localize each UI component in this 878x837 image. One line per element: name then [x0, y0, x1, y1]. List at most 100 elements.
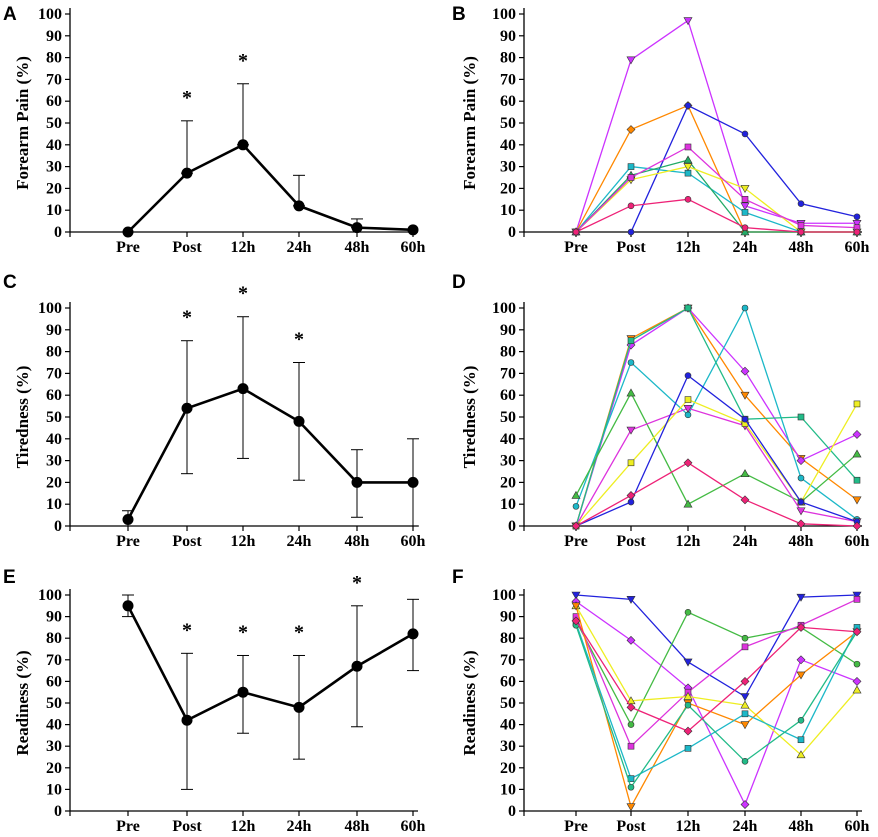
- y-tick-label: 90: [46, 609, 62, 626]
- series-line: [575, 620, 858, 732]
- y-tick-label: 80: [46, 50, 62, 67]
- x-tick-label: 24h: [733, 239, 758, 256]
- y-tick-label: 60: [500, 387, 516, 404]
- mean-point: [407, 224, 419, 236]
- y-tick-label: 20: [500, 760, 516, 777]
- y-tick-label: 100: [492, 300, 516, 317]
- series-point: [684, 304, 692, 312]
- series-line: [575, 19, 857, 233]
- series-point: [740, 391, 750, 400]
- series-point: [627, 459, 635, 467]
- y-tick-label: 70: [46, 71, 62, 88]
- x-tick-label: 48h: [345, 818, 370, 835]
- y-tick-label: 0: [54, 224, 62, 241]
- x-tick-label: 12h: [231, 239, 256, 256]
- y-tick-label: 90: [500, 609, 516, 626]
- series-point: [626, 702, 636, 712]
- y-axis-label: Forearm Pain (%): [13, 56, 32, 190]
- series-point: [797, 200, 805, 207]
- y-tick-label: 20: [46, 474, 62, 491]
- significance-star: *: [238, 50, 248, 72]
- series-point: [740, 227, 750, 236]
- mean-point: [351, 476, 363, 488]
- series-point: [626, 56, 636, 65]
- series-line: [575, 598, 858, 748]
- y-tick-label: 70: [500, 365, 516, 382]
- series-s5: [571, 388, 862, 508]
- series-line: [575, 605, 858, 809]
- x-tick-label: 60h: [845, 239, 870, 256]
- x-tick-label: 48h: [345, 239, 370, 256]
- series-s4: [572, 596, 861, 750]
- series-point: [853, 596, 861, 603]
- series-line: [575, 625, 858, 789]
- significance-star: *: [182, 619, 192, 641]
- y-tick-label: 30: [500, 738, 516, 755]
- x-tick-label: 48h: [789, 818, 814, 835]
- series-s8: [572, 372, 861, 530]
- series-point: [684, 745, 692, 752]
- panel-b: B Forearm Pain (%) 0 10 20 30 40 50 60 70 80 90 100 P…: [452, 4, 870, 256]
- series-point: [852, 591, 862, 600]
- x-tick-label: 12h: [231, 533, 256, 550]
- series-point: [571, 490, 581, 499]
- series-point: [627, 174, 635, 181]
- series-point: [797, 716, 805, 724]
- series-point: [796, 593, 806, 602]
- series-point: [741, 634, 749, 642]
- mean-point: [351, 660, 363, 672]
- series-point: [683, 691, 693, 700]
- y-tick-label: 40: [500, 431, 516, 448]
- y-tick-label: 90: [46, 28, 62, 45]
- series-line: [575, 159, 857, 233]
- series-point: [797, 413, 805, 421]
- mean-point: [293, 200, 305, 212]
- series-point: [684, 143, 692, 151]
- series-line: [575, 165, 857, 233]
- y-tick-label: 20: [500, 474, 516, 491]
- panel-d: D Tiredness (%) 0 10 20 30 40 50 60 70 80 90 100 Pre P…: [452, 272, 870, 550]
- panel-letter-e: E: [3, 567, 16, 588]
- series-point: [797, 228, 805, 236]
- series-point: [796, 655, 806, 665]
- series-point: [627, 359, 635, 366]
- x-tick-label: Pre: [564, 533, 588, 550]
- series-point: [740, 469, 750, 477]
- x-tick-label: Pre: [564, 239, 588, 256]
- significance-star: *: [294, 621, 304, 643]
- mean-point: [237, 686, 249, 698]
- series-point: [571, 591, 581, 600]
- series-point: [740, 700, 750, 709]
- series-point: [740, 202, 750, 211]
- series-point: [797, 222, 805, 229]
- x-tick-label: Post: [172, 818, 202, 835]
- series-point: [852, 496, 862, 505]
- series-s2: [571, 597, 862, 809]
- series-line: [575, 462, 858, 527]
- x-tick-label: 24h: [287, 533, 312, 550]
- series-point: [741, 196, 749, 203]
- series-point: [741, 643, 749, 651]
- x-tick-label: Post: [616, 533, 646, 550]
- series-point: [684, 608, 692, 616]
- y-tick-label: 80: [500, 630, 516, 647]
- series-s5: [571, 601, 862, 759]
- series-point: [740, 800, 750, 809]
- mean-point: [407, 628, 419, 640]
- y-tick-label: 90: [500, 322, 516, 339]
- series-point: [683, 458, 693, 468]
- y-tick-label: 10: [46, 496, 62, 513]
- x-tick-label: Post: [616, 239, 646, 256]
- series-line: [575, 398, 858, 527]
- series-point: [852, 685, 862, 694]
- y-tick-label: 30: [46, 738, 62, 755]
- y-axis-label: Readiness (%): [460, 650, 479, 755]
- series-s1: [571, 17, 862, 237]
- y-tick-label: 80: [46, 344, 62, 361]
- y-tick-label: 0: [508, 803, 516, 820]
- series-point: [626, 125, 636, 134]
- series-point: [741, 209, 749, 216]
- series-line: [575, 391, 858, 506]
- series-point: [796, 750, 806, 759]
- series-point: [684, 701, 692, 709]
